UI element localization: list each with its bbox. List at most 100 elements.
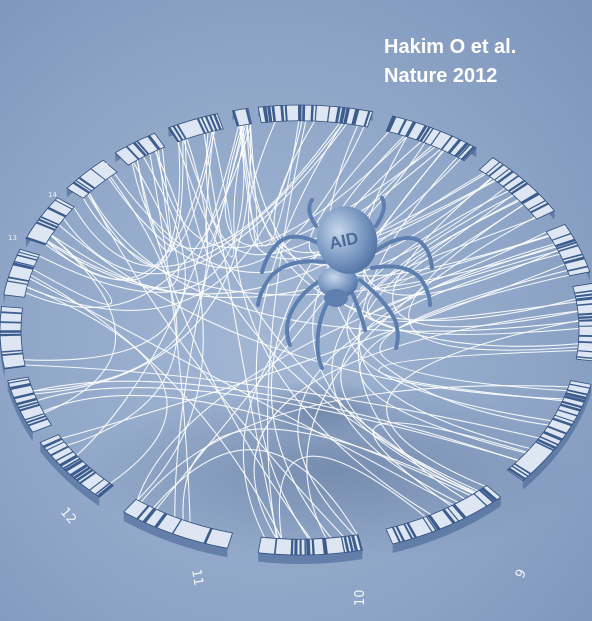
chromosome-band (363, 110, 371, 127)
chromosome-band (0, 330, 21, 333)
chromosome-band (209, 115, 218, 131)
translocation-thread (273, 120, 496, 254)
chromosome-band (7, 280, 28, 285)
chromosome-band (176, 124, 187, 140)
chromosome-band (478, 489, 495, 503)
chromosome-band (294, 539, 298, 555)
chromosome-band (322, 538, 328, 555)
chromosome-band (69, 464, 89, 477)
chromosome-segment-side (522, 384, 592, 490)
chromosome-band (565, 392, 587, 400)
citation: Hakim O et al. Nature 2012 (384, 33, 516, 91)
translocation-thread (205, 132, 441, 256)
translocation-thread (108, 126, 365, 269)
chromosome-band (488, 164, 505, 177)
translocation-thread (76, 125, 240, 456)
chromosome-segment-side (123, 512, 228, 558)
translocation-thread (87, 140, 184, 266)
chromosome-band (16, 397, 38, 406)
chromosome-band (566, 389, 588, 396)
chromosome-segment (39, 434, 114, 507)
chromosome-band (26, 415, 47, 424)
translocation-thread (26, 286, 168, 484)
translocation-threads (23, 120, 580, 540)
spider-legs (256, 196, 434, 370)
chromosome-segment (572, 283, 592, 362)
translocation-thread (366, 200, 580, 335)
translocation-thread (38, 125, 245, 293)
aid-spider: AID (256, 196, 434, 370)
chromosome-band (510, 182, 529, 195)
chromosome-band (507, 180, 526, 192)
chromosome-segment-side (7, 380, 33, 442)
chromosome-band (556, 241, 577, 250)
translocation-thread (61, 263, 566, 439)
chromosome-band (171, 519, 183, 534)
chromosome-band (19, 403, 40, 412)
chromosome-band (314, 105, 317, 122)
chromosome-band (347, 535, 354, 552)
chromosome-band (485, 161, 501, 175)
chromosome-band (326, 106, 331, 122)
translocation-thread (26, 120, 303, 311)
translocation-thread (43, 235, 117, 414)
chromosome-segment (114, 132, 166, 166)
translocation-thread (346, 190, 552, 422)
translocation-thread (266, 120, 307, 539)
chromosome-band (536, 438, 557, 450)
chromosome-band (497, 170, 514, 184)
chromosome-band (564, 395, 586, 403)
translocation-thread (379, 269, 568, 392)
chromosome-band (578, 312, 592, 316)
chromosome-segment (385, 485, 502, 553)
translocation-thread (45, 141, 181, 281)
chromosome-band (351, 535, 359, 552)
chromosome-band (502, 175, 520, 188)
translocation-thread (33, 380, 519, 462)
chromosome-band (422, 517, 433, 533)
translocation-thread (182, 428, 474, 521)
translocation-thread (308, 131, 496, 257)
chromosome-band (9, 383, 32, 390)
chromosome-segment (385, 115, 477, 162)
chromosome-band (267, 106, 273, 122)
chromosome-band (340, 536, 346, 553)
translocation-thread (46, 158, 462, 295)
translocation-thread (183, 131, 234, 258)
translocation-thread (242, 172, 485, 538)
chromosome-label-small-4: 16 (145, 144, 154, 152)
chromosome-band (430, 131, 442, 146)
chromosome-band (88, 478, 105, 491)
chromosome-band (575, 293, 592, 298)
chromosome-ring (0, 104, 592, 565)
spider-head (324, 289, 348, 307)
chromosome-band (386, 116, 397, 132)
chromosome-band (8, 276, 29, 282)
chromosome-band (142, 508, 157, 523)
chromosome-band (447, 139, 462, 154)
chromosome-segment-side (392, 497, 501, 553)
chromosome-band (64, 459, 84, 472)
chromosome-band (262, 106, 269, 123)
chromosome-band (24, 413, 45, 421)
chromosome-band (423, 128, 434, 143)
spider-abdomen (316, 206, 378, 274)
chromosome-band (343, 536, 350, 553)
translocation-thread (32, 234, 112, 305)
translocation-thread (203, 133, 279, 539)
chromosome-band (520, 192, 540, 205)
chromosome-segment (25, 197, 75, 248)
chromosome-band (419, 126, 431, 142)
chromosome-band (204, 116, 214, 132)
translocation-thread (88, 192, 579, 332)
chromosome-band (351, 108, 360, 125)
chromosome-segment (231, 107, 253, 127)
chromosome-band (284, 105, 288, 121)
translocation-thread (239, 120, 300, 247)
chromosome-label-small-2: 14 (48, 191, 57, 199)
translocation-thread (30, 274, 283, 540)
chromosome-label-small-3: 15 (100, 162, 109, 170)
chromosome-band (356, 534, 363, 551)
translocation-thread (255, 122, 344, 540)
chromosome-band (4, 365, 26, 370)
